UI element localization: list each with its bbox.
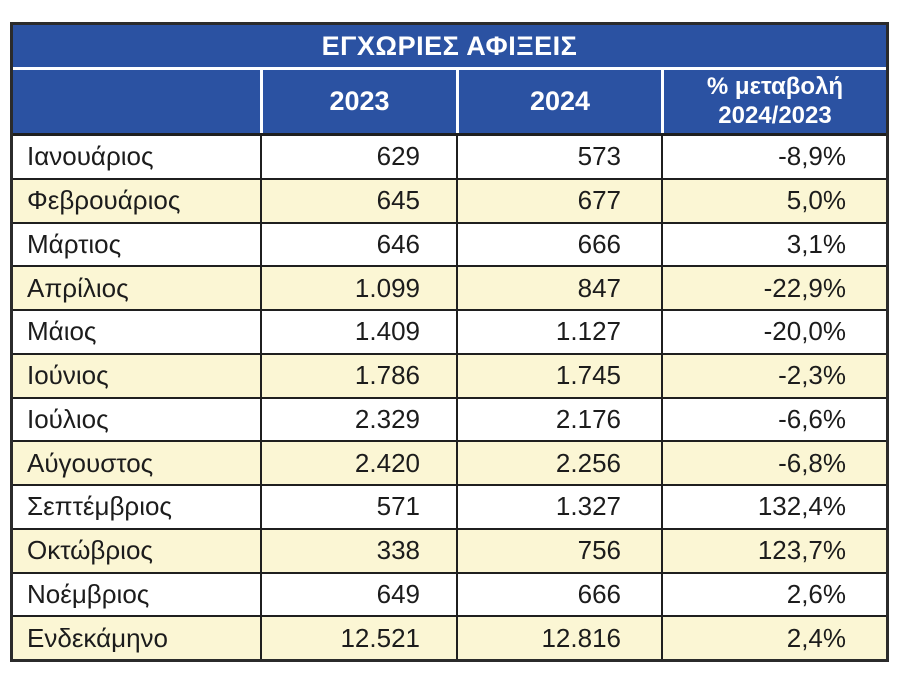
month-cell: Οκτώβριος [27,535,153,566]
month-cell: Μάρτιος [27,228,122,259]
pct-change-cell: 2,6% [661,573,886,616]
value-2023-cell: 646 [260,223,456,266]
month-column-header [13,70,260,133]
table-row: Απρίλιος 1.099 847 -22,9% [13,265,886,309]
month-cell: Αύγουστος [27,447,154,478]
pct-change-cell: -22,9% [661,267,886,309]
month-cell: Ιούλιος [27,403,109,434]
table-title-band: ΕΓΧΩΡΙΕΣ ΑΦΙΞΕΙΣ [13,25,886,70]
month-cell: Νοέμβριος [27,578,150,609]
value-2024-cell: 2.256 [456,442,661,484]
pct-change-cell: 5,0% [661,179,886,222]
table-row: Οκτώβριος 338 756 123,7% [13,527,886,572]
value-2023-cell: 645 [260,179,456,222]
value-2023-cell: 1.786 [260,354,456,397]
value-2023-cell: 1.409 [260,311,456,353]
value-2024-cell: 1.745 [456,354,661,397]
value-2023-cell: 2.329 [260,398,456,441]
pct-change-cell: 123,7% [661,529,886,572]
month-cell: Σεπτέμβριος [27,491,172,522]
table-row: Φεβρουάριος 645 677 5,0% [13,177,886,222]
value-2023-cell: 338 [260,529,456,572]
value-2024-cell: 847 [456,267,661,309]
pct-change-cell: -6,6% [661,398,886,441]
value-2023-cell: 2.420 [260,442,456,484]
month-cell: Απρίλιος [27,272,129,303]
column-header-2023: 2023 [260,70,456,133]
domestic-arrivals-table: ΕΓΧΩΡΙΕΣ ΑΦΙΞΕΙΣ 2023 2024 % μεταβολή 20… [10,22,889,662]
value-2024-cell: 573 [456,136,661,178]
column-header-pct-change: % μεταβολή 2024/2023 [661,70,886,133]
pct-change-cell: -8,9% [661,136,886,178]
pct-change-cell: -6,8% [661,442,886,484]
value-2024-cell: 756 [456,529,661,572]
value-2024-cell: 666 [456,573,661,616]
table-row: Σεπτέμβριος 571 1.327 132,4% [13,484,886,528]
pct-change-cell: -2,3% [661,354,886,397]
table-row: Μάιος 1.409 1.127 -20,0% [13,309,886,353]
table-body: Ιανουάριος 629 573 -8,9% Φεβρουάριος 645 677 5,… [13,136,886,659]
value-2024-cell: 677 [456,179,661,222]
value-2024-cell: 12.816 [456,617,661,659]
value-2024-cell: 1.127 [456,311,661,353]
pct-header-line1: % μεταβολή [706,73,844,101]
pct-change-cell: 132,4% [661,486,886,528]
table-row: Ενδεκάμηνο 12.521 12.816 2,4% [13,615,886,659]
value-2024-cell: 2.176 [456,398,661,441]
value-2023-cell: 629 [260,136,456,178]
value-2024-cell: 1.327 [456,486,661,528]
table-title: ΕΓΧΩΡΙΕΣ ΑΦΙΞΕΙΣ [321,30,578,61]
month-cell: Φεβρουάριος [27,185,181,216]
column-header-2024: 2024 [456,70,661,133]
table-row: Ιούνιος 1.786 1.745 -2,3% [13,352,886,397]
pct-header-line2: 2024/2023 [718,101,832,129]
value-2023-cell: 1.099 [260,267,456,309]
month-cell: Μάιος [27,316,97,347]
table-row: Ιανουάριος 629 573 -8,9% [13,136,886,178]
value-2023-cell: 12.521 [260,617,456,659]
table-row: Μάρτιος 646 666 3,1% [13,221,886,266]
column-header-band: 2023 2024 % μεταβολή 2024/2023 [13,70,886,136]
month-cell: Ενδεκάμηνο [27,622,169,653]
table-row: Νοέμβριος 649 666 2,6% [13,571,886,616]
month-cell: Ιούνιος [27,360,109,391]
pct-change-cell: 2,4% [661,617,886,659]
table-row: Ιούλιος 2.329 2.176 -6,6% [13,396,886,441]
pct-change-cell: 3,1% [661,223,886,266]
month-cell: Ιανουάριος [27,141,154,172]
value-2024-cell: 666 [456,223,661,266]
table-row: Αύγουστος 2.420 2.256 -6,8% [13,440,886,484]
value-2023-cell: 571 [260,486,456,528]
value-2023-cell: 649 [260,573,456,616]
pct-change-cell: -20,0% [661,311,886,353]
